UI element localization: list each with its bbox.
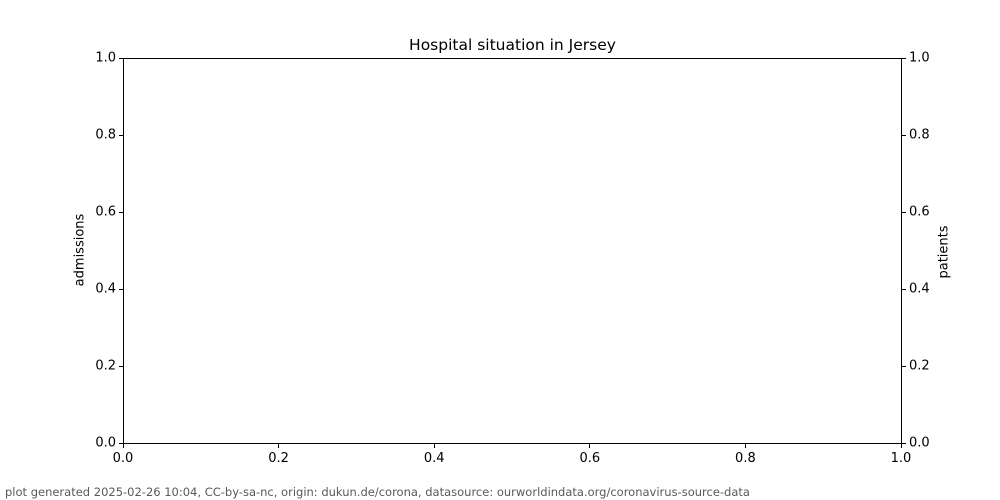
y-tick-label-left: 0.4 — [95, 281, 116, 297]
y-tick-mark-right — [902, 134, 906, 136]
y-tick-mark-right — [902, 442, 906, 444]
y-tick-mark-right — [902, 365, 906, 367]
y-tick-label-right: 1.0 — [909, 50, 930, 66]
x-tick-label: 0.8 — [735, 451, 756, 466]
y-tick-mark-left — [119, 134, 123, 136]
x-tick-label: 0.0 — [112, 451, 134, 466]
y-tick-label-right: 0.8 — [909, 127, 930, 143]
x-tick-mark — [744, 444, 746, 448]
y-axis-label-right: patients — [936, 225, 952, 279]
x-tick-label: 0.4 — [423, 451, 445, 466]
x-tick-mark — [433, 444, 435, 448]
y-tick-label-right: 0.4 — [909, 281, 930, 297]
footer-note: plot generated 2025-02-26 10:04, CC-by-s… — [5, 485, 750, 499]
chart-title: Hospital situation in Jersey — [409, 36, 616, 54]
y-tick-mark-left — [119, 442, 123, 444]
y-tick-label-right: 0.6 — [909, 204, 930, 220]
x-tick-label: 0.2 — [268, 451, 289, 466]
y-tick-label-right: 0.2 — [909, 358, 930, 374]
y-tick-label-left: 1.0 — [95, 50, 116, 66]
x-tick-mark — [122, 444, 124, 448]
y-tick-mark-right — [902, 211, 906, 213]
y-tick-mark-right — [902, 57, 906, 59]
x-tick-mark — [900, 444, 902, 448]
y-tick-mark-right — [902, 288, 906, 290]
y-tick-mark-left — [119, 288, 123, 290]
y-axis-label-left: admissions — [72, 213, 88, 287]
y-tick-label-left: 0.2 — [95, 358, 116, 374]
y-tick-label-left: 0.8 — [95, 127, 116, 143]
x-tick-label: 1.0 — [890, 451, 912, 466]
x-tick-mark — [278, 444, 280, 448]
y-tick-label-right: 0.0 — [909, 435, 930, 451]
y-tick-label-left: 0.0 — [95, 435, 116, 451]
y-tick-mark-left — [119, 365, 123, 367]
x-tick-mark — [589, 444, 591, 448]
plot-area — [123, 58, 902, 444]
y-tick-label-left: 0.6 — [95, 204, 116, 220]
y-tick-mark-left — [119, 57, 123, 59]
y-tick-mark-left — [119, 211, 123, 213]
x-tick-label: 0.6 — [579, 451, 601, 466]
